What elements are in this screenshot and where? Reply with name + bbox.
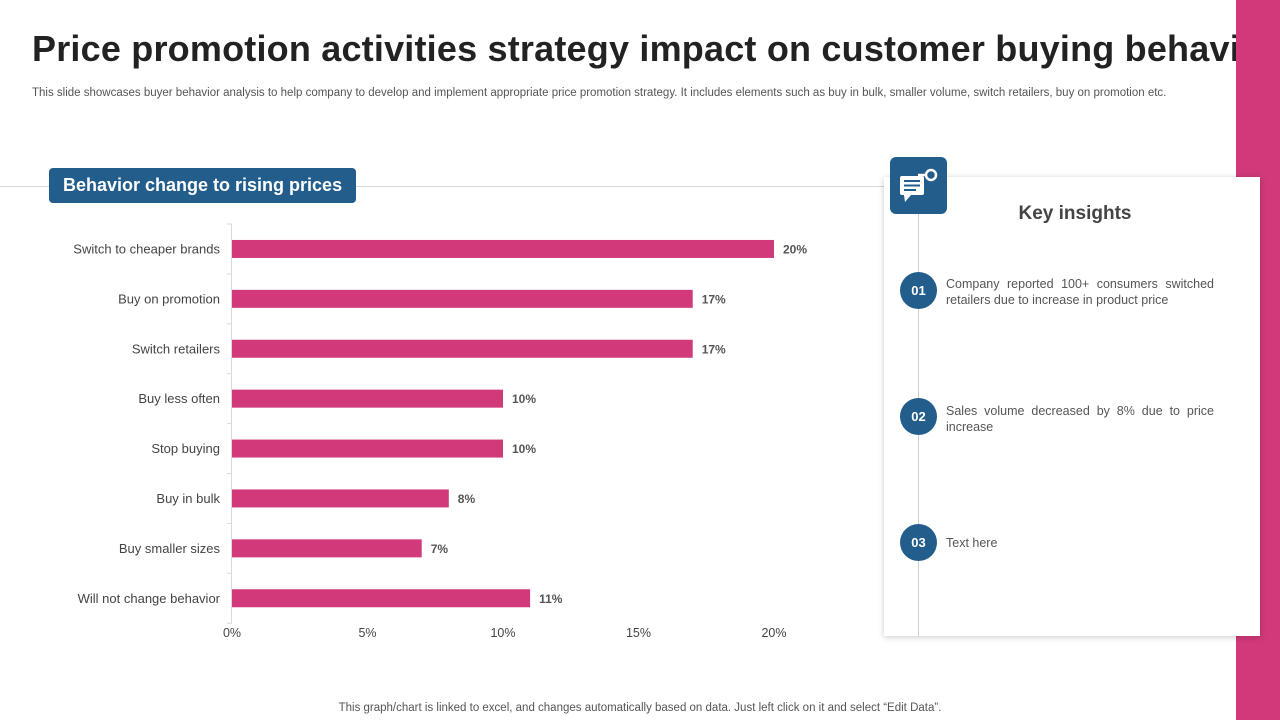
- x-tick-label: 5%: [358, 626, 376, 640]
- category-label: Buy in bulk: [156, 491, 220, 506]
- x-tick-label: 0%: [223, 626, 241, 640]
- section-label: Behavior change to rising prices: [49, 168, 357, 203]
- data-label: 17%: [702, 342, 726, 356]
- insight-number-02: 02: [900, 398, 937, 435]
- category-label: Will not change behavior: [78, 591, 221, 606]
- category-label: Switch to cheaper brands: [73, 241, 220, 256]
- data-label: 11%: [539, 592, 563, 606]
- footer-note: This graph/chart is linked to excel, and…: [338, 702, 942, 714]
- insights-title: Key insights: [1018, 203, 1132, 224]
- bar: [232, 339, 693, 358]
- bar: [232, 389, 503, 408]
- x-tick-label: 15%: [626, 626, 651, 640]
- data-label: 10%: [512, 392, 536, 406]
- page-subtitle: This slide showcases buyer behavior anal…: [32, 87, 1167, 99]
- data-label: 17%: [702, 292, 726, 306]
- x-tick-label: 10%: [490, 626, 515, 640]
- bar: [232, 439, 503, 458]
- insight-text-02: Sales volume decreased by 8% due to pric…: [946, 404, 1214, 434]
- category-label: Switch retailers: [132, 341, 221, 356]
- category-label: Buy on promotion: [118, 291, 220, 306]
- bar: [232, 539, 422, 558]
- page-title: Price promotion activities strategy impa…: [32, 28, 1236, 69]
- data-label: 20%: [783, 242, 807, 256]
- data-label: 10%: [512, 442, 536, 456]
- bar: [232, 489, 449, 508]
- bar: [232, 239, 774, 258]
- behavior-bar-chart: Switch to cheaper brands 20% Buy on promot…: [73, 223, 807, 640]
- bar: [232, 589, 531, 608]
- chat-key-icon: [890, 157, 947, 214]
- category-label: Buy less often: [138, 391, 220, 406]
- data-label: 7%: [431, 542, 449, 556]
- bar: [232, 289, 693, 308]
- category-label: Buy smaller sizes: [119, 541, 221, 556]
- data-label: 8%: [458, 492, 476, 506]
- insight-number-01: 01: [900, 272, 937, 309]
- insight-text-03: Text here: [946, 536, 998, 550]
- insight-text-01: Company reported 100+ consumers switched…: [946, 277, 1214, 307]
- insight-number-03: 03: [900, 524, 937, 561]
- section-divider: [0, 186, 885, 187]
- x-tick-label: 20%: [761, 626, 786, 640]
- key-insights-card: [884, 177, 1260, 636]
- category-label: Stop buying: [151, 441, 220, 456]
